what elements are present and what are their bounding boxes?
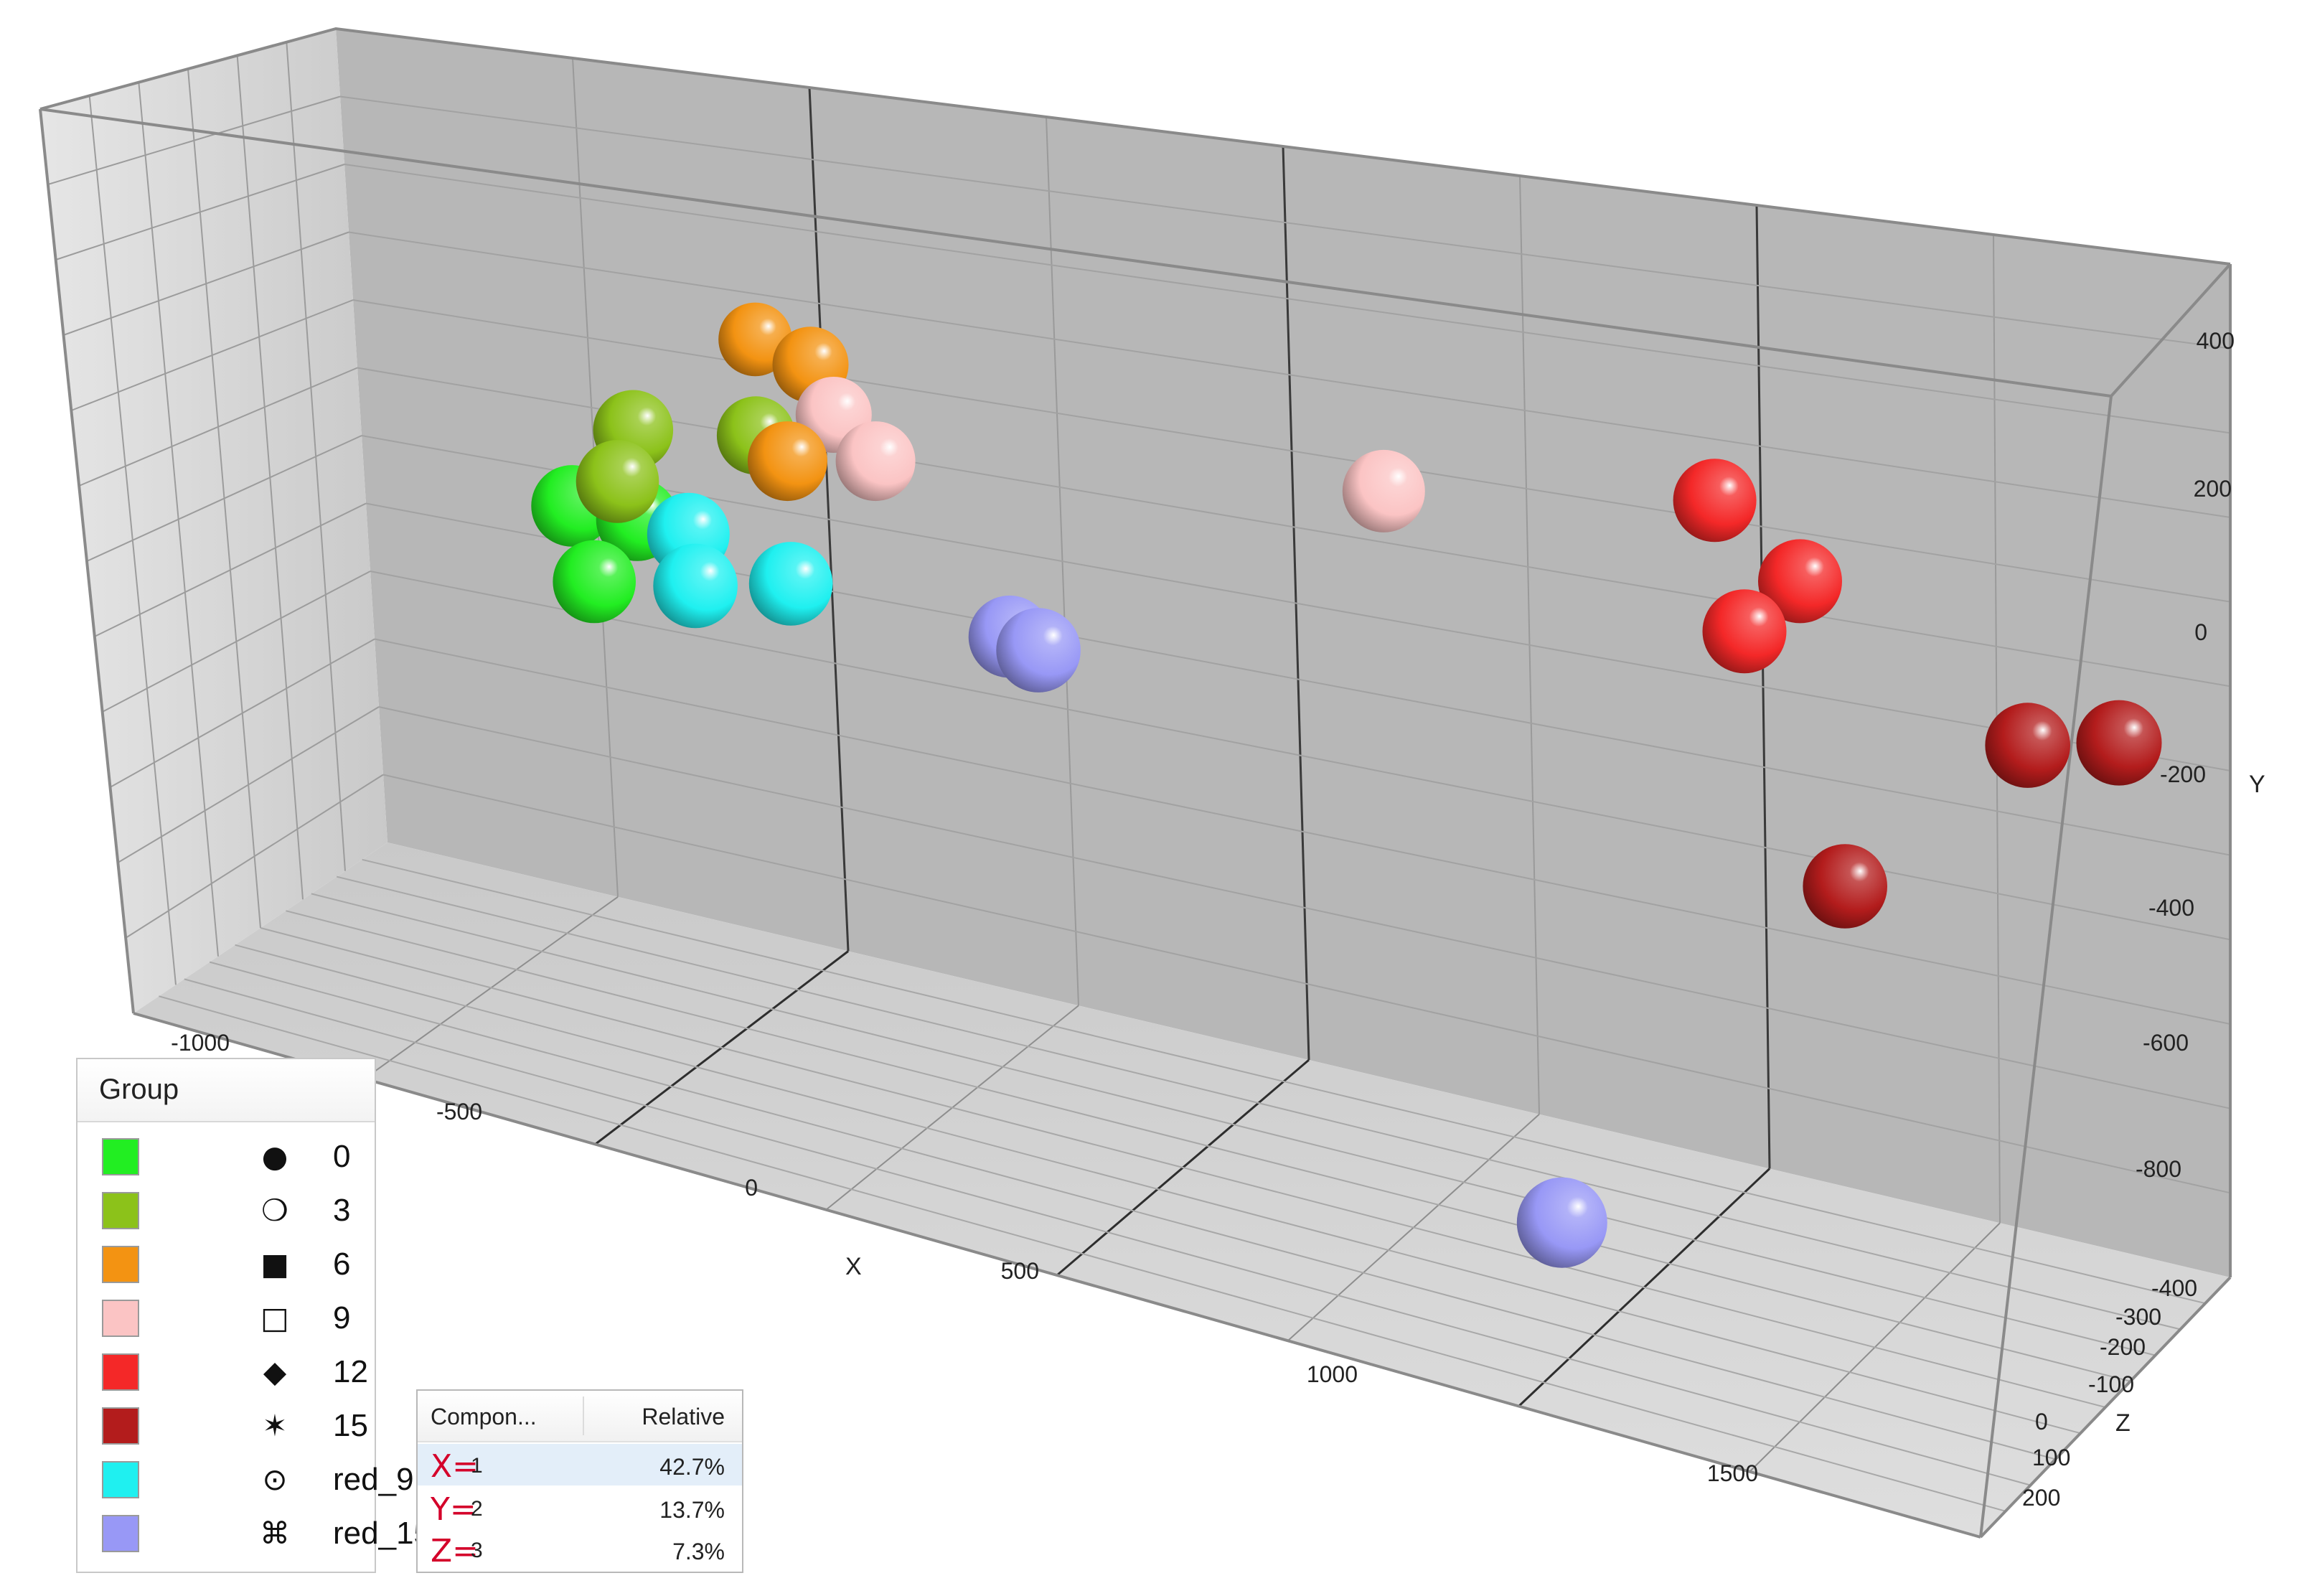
- legend-label: 15: [333, 1408, 368, 1443]
- data-point-sphere[interactable]: [1803, 844, 1887, 929]
- legend-item[interactable]: ● 0: [77, 1134, 375, 1187]
- tick-label: 200: [2022, 1485, 2060, 1511]
- component-number: 1: [471, 1454, 483, 1478]
- data-point-sphere[interactable]: [653, 543, 738, 629]
- legend-item[interactable]: ❍ 3: [77, 1188, 375, 1241]
- data-points: [531, 302, 2162, 1268]
- grid-lines: [47, 42, 2231, 1512]
- legend-swatch: [102, 1192, 139, 1229]
- data-point-sphere[interactable]: [747, 421, 827, 502]
- relative-variance: 42.7%: [659, 1454, 725, 1480]
- tick-label: -400: [2148, 895, 2194, 921]
- tick-label: -400: [2151, 1275, 2197, 1301]
- data-point-sphere[interactable]: [1673, 459, 1757, 543]
- open-square-icon: □: [260, 1300, 289, 1336]
- axis-tick-labels: -1000-5000500100015004002000-200-400-600…: [171, 328, 2235, 1511]
- data-point-sphere[interactable]: [1758, 539, 1842, 624]
- tick-label: 100: [2032, 1445, 2070, 1470]
- z-axis-title: Z: [2115, 1409, 2131, 1437]
- legend-item[interactable]: ⌘ red_15: [77, 1511, 431, 1564]
- left-wall: [40, 29, 387, 1013]
- y-axis-title: Y: [2249, 771, 2265, 798]
- legend-label: red_9: [333, 1462, 414, 1497]
- legend-label: 9: [333, 1300, 351, 1336]
- legend-swatch: [102, 1246, 139, 1283]
- legend-header: Group: [77, 1059, 375, 1122]
- legend-item[interactable]: ■ 6: [77, 1241, 375, 1295]
- data-point-sphere[interactable]: [1342, 449, 1425, 532]
- column-header-component[interactable]: Compon...: [431, 1404, 537, 1430]
- data-point-sphere[interactable]: [553, 540, 636, 624]
- tick-label: 1000: [1307, 1361, 1358, 1387]
- column-divider[interactable]: [583, 1396, 584, 1435]
- legend-swatch: [102, 1300, 139, 1337]
- loop-square-icon: ⌘: [260, 1516, 290, 1551]
- tick-label: 0: [745, 1175, 758, 1201]
- component-number: 3: [471, 1539, 483, 1562]
- component-variance-table: Compon... Relative X= 1 42.7% Y= 2 13.7%…: [416, 1389, 743, 1573]
- column-header-relative[interactable]: Relative: [642, 1404, 725, 1430]
- legend-item[interactable]: ✶ 15: [77, 1403, 375, 1456]
- tick-label: -200: [2160, 761, 2206, 787]
- open-circle-icon: ❍: [261, 1193, 288, 1228]
- legend-title: Group: [99, 1074, 179, 1105]
- relative-variance: 13.7%: [659, 1497, 725, 1523]
- data-point-sphere[interactable]: [835, 421, 916, 502]
- filled-diamond-icon: ◆: [263, 1354, 287, 1389]
- legend-label: red_15: [333, 1516, 432, 1551]
- tick-label: -800: [2136, 1156, 2181, 1182]
- tick-label: -100: [2088, 1371, 2134, 1397]
- legend-swatch: [102, 1353, 139, 1391]
- floor: [133, 842, 2230, 1537]
- legend-item[interactable]: □ 9: [77, 1295, 375, 1348]
- table-row[interactable]: Z= 3 7.3%: [418, 1529, 742, 1570]
- tick-label: 400: [2197, 328, 2235, 354]
- table-row[interactable]: Y= 2 13.7%: [418, 1487, 742, 1529]
- legend-swatch: [102, 1461, 139, 1498]
- data-point-sphere[interactable]: [748, 542, 833, 626]
- legend-label: 3: [333, 1193, 351, 1228]
- filled-square-icon: ■: [260, 1247, 289, 1282]
- tick-label: -1000: [171, 1030, 230, 1056]
- legend-item[interactable]: ⊙ red_9: [77, 1457, 414, 1510]
- tick-label: -200: [2100, 1334, 2146, 1360]
- relative-variance: 7.3%: [672, 1539, 725, 1564]
- x-axis-title: X: [845, 1253, 862, 1280]
- tick-label: -600: [2143, 1030, 2189, 1056]
- data-point-sphere[interactable]: [2076, 700, 2162, 786]
- tick-label: -500: [436, 1099, 482, 1125]
- data-point-sphere[interactable]: [996, 608, 1081, 693]
- data-point-sphere[interactable]: [1516, 1177, 1607, 1268]
- legend-panel: Group ● 0 ❍ 3 ■ 6 □ 9 ◆ 12 ✶ 15 ⊙ red_9 …: [76, 1058, 431, 1573]
- data-point-sphere[interactable]: [1702, 589, 1787, 674]
- legend-swatch: [102, 1138, 139, 1175]
- tick-label: -300: [2115, 1304, 2161, 1330]
- legend-swatch: [102, 1515, 139, 1552]
- legend-label: 12: [333, 1354, 368, 1389]
- asterisk-icon: ✶: [262, 1408, 288, 1443]
- component-number: 2: [471, 1497, 483, 1521]
- tick-label: 500: [1001, 1258, 1039, 1284]
- data-point-sphere[interactable]: [576, 440, 659, 523]
- legend-label: 6: [333, 1247, 351, 1282]
- table-row[interactable]: X= 1 42.7%: [418, 1444, 742, 1485]
- legend-label: 0: [333, 1139, 351, 1174]
- tick-label: 1500: [1707, 1460, 1758, 1486]
- y-axis-marker: Y=: [431, 1491, 476, 1528]
- legend-item[interactable]: ◆ 12: [77, 1349, 375, 1402]
- tick-label: 0: [2035, 1409, 2048, 1435]
- filled-circle-icon: ●: [261, 1139, 288, 1174]
- x-axis-marker: X=: [431, 1448, 479, 1485]
- table-header: Compon... Relative: [418, 1391, 742, 1442]
- tick-label: 0: [2194, 619, 2207, 645]
- z-axis-marker: Z=: [431, 1533, 479, 1569]
- box-edges: [39, 27, 2232, 1539]
- clock-circle-icon: ⊙: [262, 1462, 288, 1497]
- legend-swatch: [102, 1407, 139, 1445]
- tick-label: 200: [2194, 476, 2232, 502]
- data-point-sphere[interactable]: [1985, 703, 2070, 788]
